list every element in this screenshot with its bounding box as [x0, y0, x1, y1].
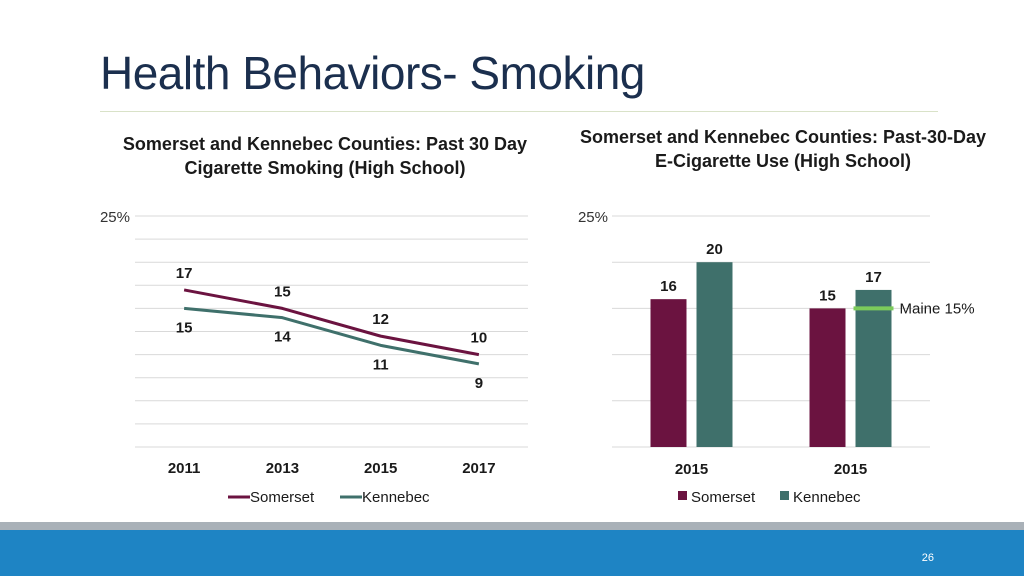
- line-data-label: 14: [274, 329, 291, 346]
- bar-kennebec-1: [855, 289, 892, 447]
- bar-data-label: 17: [865, 269, 882, 286]
- bar-legend-swatch: [678, 491, 687, 500]
- line-chart-x-tick-label: 2011: [168, 460, 201, 477]
- line-legend-label: Kennebec: [362, 489, 430, 506]
- line-data-label: 15: [274, 283, 291, 300]
- line-data-label: 10: [471, 330, 488, 347]
- footer-stripe: [0, 522, 1024, 530]
- bar-chart-y-tick-label: 25%: [578, 209, 608, 226]
- title-divider: [100, 111, 938, 112]
- left-chart-title: Somerset and Kennebec Counties: Past 30 …: [122, 134, 528, 178]
- line-series-somerset: [183, 288, 480, 357]
- line-data-label: 15: [176, 319, 193, 336]
- bar-data-label: 20: [706, 241, 723, 258]
- bar-somerset-1: [809, 308, 846, 447]
- line-data-label: 9: [475, 375, 483, 392]
- line-data-label: 11: [373, 356, 389, 373]
- bar-legend-label: Somerset: [691, 489, 756, 506]
- line-chart-x-tick-label: 2013: [266, 460, 299, 477]
- line-chart-y-tick-label: 25%: [100, 209, 130, 226]
- bar-legend-swatch: [780, 491, 789, 500]
- slide-title: Health Behaviors- Smoking: [100, 47, 645, 99]
- footer-band: [0, 530, 1024, 576]
- bar-kennebec-0: [696, 262, 733, 447]
- line-chart-x-tick-label: 2017: [462, 460, 495, 477]
- bar-chart-x-tick-label: 2015: [675, 461, 708, 478]
- bar-somerset-0: [650, 299, 687, 447]
- right-chart-title: Somerset and Kennebec Counties: Past-30-…: [579, 127, 987, 171]
- bar-data-label: 16: [660, 278, 677, 295]
- maine-reference-label: Maine 15%: [900, 300, 975, 317]
- line-legend-label: Somerset: [250, 489, 315, 506]
- bar-legend-label: Kennebec: [793, 489, 861, 506]
- line-data-label: 12: [372, 311, 389, 328]
- line-data-label: 17: [176, 265, 193, 282]
- line-chart-x-tick-label: 2015: [364, 460, 397, 477]
- bar-data-label: 15: [819, 287, 836, 304]
- page-number: 26: [921, 552, 934, 564]
- line-series-kennebec: [183, 306, 480, 366]
- bar-chart-x-tick-label: 2015: [834, 461, 867, 478]
